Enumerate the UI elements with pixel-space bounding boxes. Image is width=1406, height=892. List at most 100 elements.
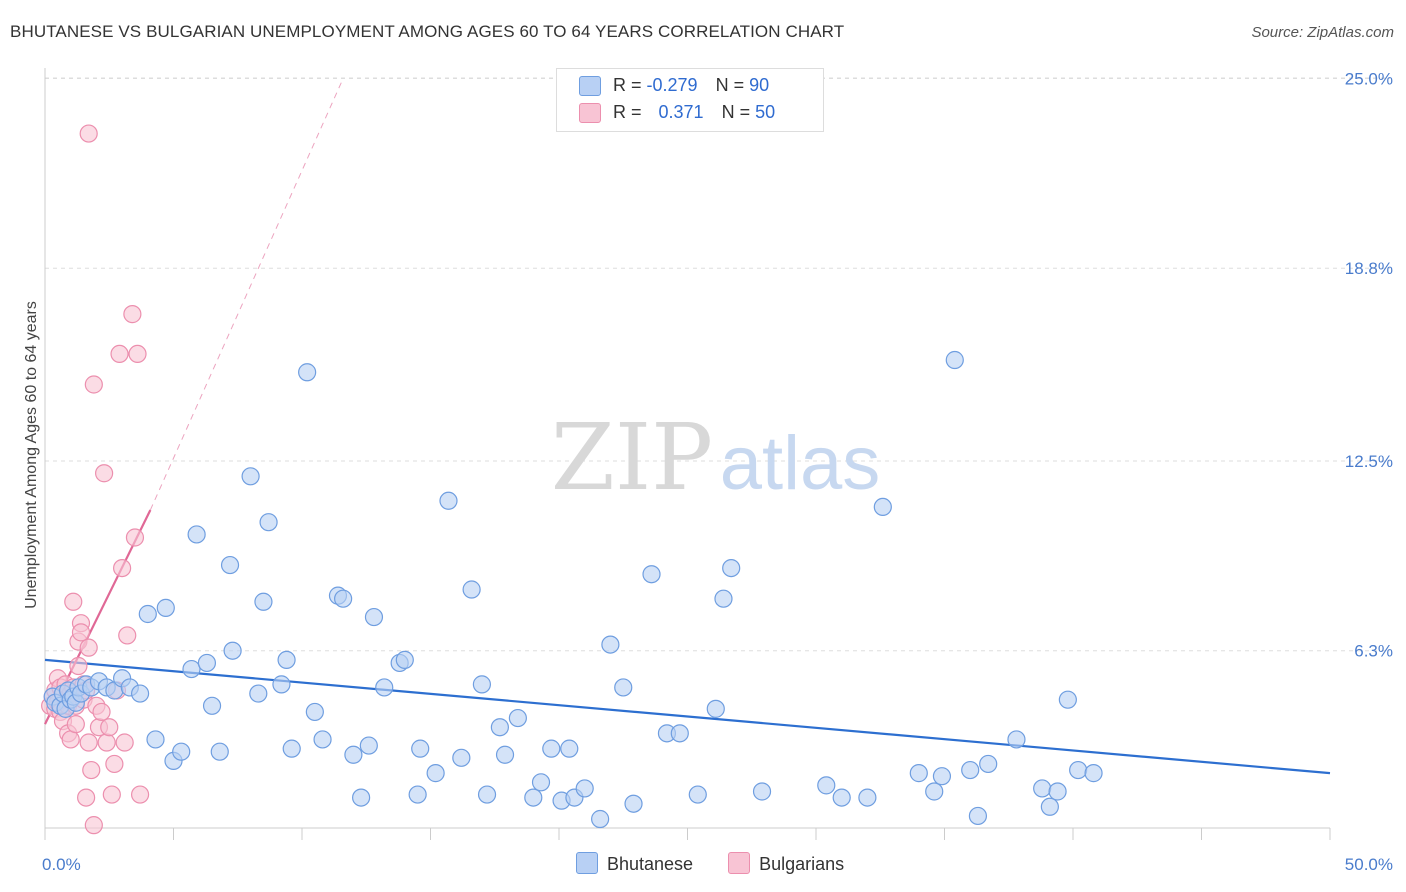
data-point-bulgarians — [79, 733, 98, 752]
y-tick-label: 25.0% — [1345, 70, 1393, 89]
legend-item-bulgarians: Bulgarians — [728, 852, 844, 875]
data-point-bhutanese — [259, 513, 278, 532]
data-point-bhutanese — [254, 592, 273, 611]
legend-label-bhutanese: Bhutanese — [607, 854, 694, 874]
data-point-bhutanese — [187, 525, 206, 544]
data-point-bhutanese — [130, 684, 150, 703]
data-point-bhutanese — [979, 754, 998, 774]
legend-r-label: R = — [613, 102, 647, 122]
data-point-bulgarians — [112, 558, 132, 578]
data-point-bulgarians — [92, 702, 111, 722]
data-point-bhutanese — [1040, 797, 1059, 816]
data-point-bhutanese — [1048, 782, 1067, 801]
data-point-bulgarians — [61, 730, 80, 749]
legend-n-label: N = — [721, 102, 756, 122]
data-point-bulgarians — [125, 528, 145, 547]
data-point-bhutanese — [352, 788, 371, 807]
data-point-bulgarians — [118, 626, 137, 645]
data-point-bulgarians — [77, 788, 96, 807]
data-point-bhutanese — [832, 788, 851, 807]
data-point-bhutanese — [524, 788, 543, 807]
legend-swatch-bulgarians — [728, 852, 751, 874]
data-point-bulgarians — [84, 375, 103, 394]
data-point-bhutanese — [706, 699, 725, 718]
data-point-bulgarians — [105, 754, 124, 774]
data-point-bhutanese — [531, 773, 551, 792]
data-point-bhutanese — [591, 809, 610, 829]
data-point-bhutanese — [282, 739, 301, 758]
data-point-bhutanese — [688, 785, 707, 804]
points-bulgarians — [41, 124, 150, 835]
data-point-bhutanese — [172, 742, 191, 761]
watermark: ZIP atlas — [551, 404, 880, 511]
data-point-bhutanese — [495, 745, 515, 764]
data-point-bhutanese — [408, 785, 427, 804]
data-point-bulgarians — [102, 785, 121, 804]
data-point-bulgarians — [97, 733, 116, 752]
data-point-bhutanese — [714, 589, 733, 608]
data-point-bulgarians — [110, 344, 129, 363]
data-point-bhutanese — [375, 678, 394, 697]
data-point-bhutanese — [614, 678, 633, 697]
data-point-bhutanese — [873, 497, 892, 516]
data-point-bhutanese — [313, 730, 332, 749]
data-point-bhutanese — [817, 776, 836, 795]
legend-r-value: -0.279 — [646, 75, 698, 95]
legend-row-bhutanese: R = -0.279 N = 90 — [579, 75, 769, 99]
data-point-bhutanese — [364, 607, 384, 627]
data-point-bhutanese — [182, 659, 201, 679]
data-point-bhutanese — [223, 641, 242, 660]
data-point-bulgarians — [71, 623, 91, 642]
data-point-bhutanese — [968, 806, 988, 826]
data-point-bhutanese — [1033, 779, 1052, 798]
legend-n-value: 50 — [755, 102, 776, 122]
data-point-bhutanese — [298, 363, 317, 382]
data-point-bhutanese — [858, 788, 877, 807]
data-point-bhutanese — [601, 635, 620, 654]
data-point-bhutanese — [146, 730, 165, 749]
data-point-bhutanese — [305, 702, 324, 722]
legend-n-value: 90 — [749, 75, 770, 95]
legend-swatch-bhutanese — [579, 76, 601, 97]
data-point-bhutanese — [961, 760, 980, 780]
chart-title: BHUTANESE VS BULGARIAN UNEMPLOYMENT AMON… — [10, 22, 845, 41]
data-point-bhutanese — [395, 650, 414, 670]
data-point-bulgarians — [100, 718, 119, 737]
data-point-bulgarians — [123, 305, 142, 324]
data-point-bhutanese — [1058, 690, 1077, 709]
legend-label-bulgarians: Bulgarians — [759, 854, 845, 874]
trend-line-bhutanese — [44, 658, 1331, 775]
data-point-bhutanese — [542, 739, 561, 758]
data-point-bhutanese — [932, 767, 952, 786]
data-point-bulgarians — [115, 733, 134, 752]
data-point-bhutanese — [472, 675, 491, 694]
data-point-bulgarians — [84, 816, 103, 835]
tick-labels: 6.3% 12.5% 18.8% 25.0% 0.0% 50.0% — [42, 70, 1393, 875]
data-point-bhutanese — [752, 782, 772, 801]
legend-r-label: R = — [613, 75, 647, 95]
data-point-bulgarians — [69, 656, 88, 676]
data-point-bhutanese — [452, 748, 471, 767]
data-point-bhutanese — [508, 708, 527, 728]
data-point-bulgarians — [95, 464, 114, 483]
watermark-zip: ZIP — [551, 404, 713, 511]
y-tick-label: 6.3% — [1354, 642, 1393, 661]
data-point-bulgarians — [130, 785, 150, 804]
data-point-bhutanese — [277, 650, 296, 670]
trend-line-bulgarians-extension — [149, 78, 344, 511]
watermark-atlas: atlas — [720, 421, 881, 506]
data-point-bulgarians — [79, 124, 98, 143]
y-tick-label: 18.8% — [1345, 259, 1393, 278]
data-point-bhutanese — [249, 684, 268, 703]
data-point-bulgarians — [66, 715, 85, 734]
data-point-bhutanese — [462, 580, 481, 599]
data-point-bhutanese — [1084, 764, 1103, 783]
legend-swatch-bulgarians — [579, 103, 601, 124]
data-point-bhutanese — [642, 565, 661, 584]
data-point-bulgarians — [82, 760, 101, 780]
y-tick-label: 12.5% — [1345, 452, 1393, 471]
data-point-bhutanese — [1007, 730, 1026, 749]
x-tick-label: 0.0% — [42, 855, 81, 874]
data-point-bhutanese — [344, 745, 363, 764]
